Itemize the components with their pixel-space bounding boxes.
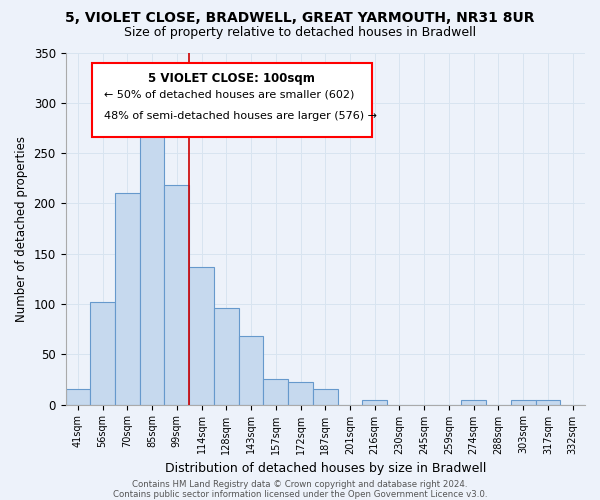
Bar — [65, 390, 90, 404]
Text: Contains public sector information licensed under the Open Government Licence v3: Contains public sector information licen… — [113, 490, 487, 499]
Bar — [263, 380, 288, 404]
Text: 48% of semi-detached houses are larger (576) →: 48% of semi-detached houses are larger (… — [104, 110, 377, 120]
Bar — [189, 267, 214, 404]
Bar — [115, 194, 140, 404]
Text: ← 50% of detached houses are smaller (602): ← 50% of detached houses are smaller (60… — [104, 90, 355, 100]
Bar — [288, 382, 313, 404]
Bar — [140, 126, 164, 404]
Bar — [362, 400, 387, 404]
Bar — [90, 302, 115, 404]
Text: Size of property relative to detached houses in Bradwell: Size of property relative to detached ho… — [124, 26, 476, 39]
Text: 5, VIOLET CLOSE, BRADWELL, GREAT YARMOUTH, NR31 8UR: 5, VIOLET CLOSE, BRADWELL, GREAT YARMOUT… — [65, 11, 535, 25]
Bar — [313, 390, 338, 404]
Bar — [214, 308, 239, 404]
Bar — [536, 400, 560, 404]
Text: 5 VIOLET CLOSE: 100sqm: 5 VIOLET CLOSE: 100sqm — [148, 72, 315, 85]
FancyBboxPatch shape — [92, 63, 372, 137]
X-axis label: Distribution of detached houses by size in Bradwell: Distribution of detached houses by size … — [164, 462, 486, 475]
Bar — [239, 336, 263, 404]
Bar — [461, 400, 486, 404]
Text: Contains HM Land Registry data © Crown copyright and database right 2024.: Contains HM Land Registry data © Crown c… — [132, 480, 468, 489]
Bar — [511, 400, 536, 404]
Y-axis label: Number of detached properties: Number of detached properties — [15, 136, 28, 322]
Bar — [164, 186, 189, 404]
